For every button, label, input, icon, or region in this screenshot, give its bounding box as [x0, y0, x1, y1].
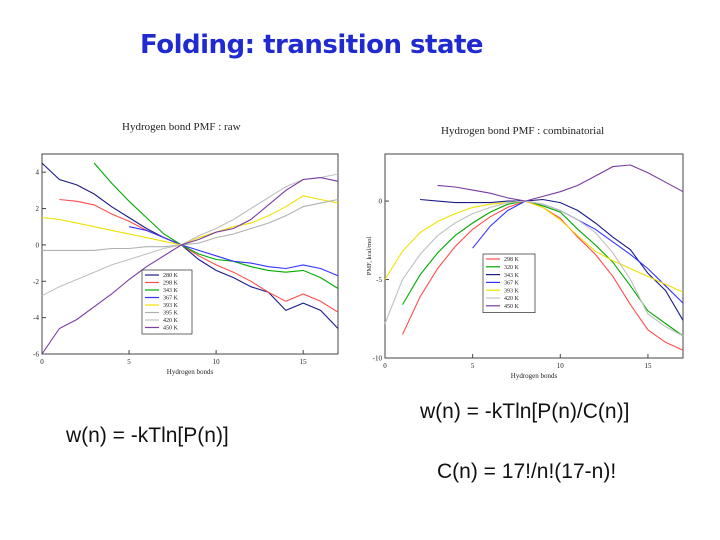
equation-combinatorial: w(n) = -kTln[P(n)/C(n)]: [420, 400, 630, 423]
y-tick-label: -10: [373, 355, 383, 363]
y-axis-label: PMF, kcal/mol: [366, 237, 373, 276]
series-line: [384, 200, 684, 293]
x-tick-label: 10: [557, 362, 565, 370]
x-tick-label: 15: [644, 362, 652, 370]
series-line: [93, 162, 339, 289]
chart-title: Hydrogen bond PMF : combinatorial: [441, 125, 604, 137]
x-axis-label: Hydrogen bonds: [511, 372, 558, 380]
legend-box: [141, 269, 193, 335]
legend-label: 343 K: [504, 273, 520, 279]
plot-frame: [384, 153, 684, 359]
legend-label: 393 K: [504, 288, 520, 294]
y-tick-label: 0: [379, 198, 383, 206]
y-tick-label: -2: [33, 278, 39, 286]
series-line: [41, 177, 339, 355]
series-line: [41, 195, 339, 246]
legend-label: 420 K: [163, 318, 179, 324]
legend-label: 450 K: [163, 326, 179, 332]
x-tick-label: 0: [40, 358, 44, 366]
legend-label: 420 K: [504, 296, 520, 302]
series-line: [384, 200, 684, 337]
legend-label: 395 K: [163, 311, 179, 317]
legend-label: 367 K: [163, 296, 179, 302]
chart-combinatorial: Hydrogen bond PMF : combinatorial 0 5 10 15 -…: [366, 125, 684, 380]
slide-title: Folding: transition state: [140, 30, 484, 60]
y-tick-label: -5: [376, 276, 382, 284]
series-line: [41, 173, 339, 297]
series-line: [41, 162, 339, 329]
legend-label: 450 K: [504, 304, 520, 310]
legend-label: 320 K: [504, 265, 520, 271]
x-tick-label: 5: [471, 362, 475, 370]
y-tick-label: 0: [36, 241, 40, 249]
plot-frame: [41, 153, 339, 355]
series-line: [42, 198, 339, 251]
x-tick-label: 5: [127, 358, 131, 366]
x-tick-label: 0: [383, 362, 387, 370]
legend-label: 298 K: [504, 257, 520, 263]
legend-label: 298 K: [163, 281, 179, 287]
series-line: [402, 200, 684, 337]
series-line: [402, 200, 684, 351]
y-tick-label: 4: [36, 169, 40, 177]
x-axis-label: Hydrogen bonds: [167, 368, 214, 376]
y-tick-label: -4: [33, 314, 39, 322]
series-line: [437, 164, 684, 202]
series-line: [420, 198, 684, 321]
x-tick-label: 15: [300, 358, 308, 366]
chart-title: Hydrogen bond PMF : raw: [122, 121, 241, 133]
chart-raw: Hydrogen bond PMF : raw 0 5 10 15 -6 -4 -2 0 2 4 Hy…: [33, 121, 339, 376]
series-line: [128, 226, 339, 277]
y-tick-label: -6: [33, 351, 39, 359]
legend-box: [482, 253, 536, 313]
legend-label: 280 K: [163, 273, 179, 279]
legend-label: 393 K: [163, 303, 179, 309]
legend-label: 367 K: [504, 281, 520, 287]
equation-combinations: C(n) = 17!/n!(17-n)!: [437, 460, 617, 483]
x-tick-label: 10: [213, 358, 221, 366]
legend-label: 343 K: [163, 288, 179, 294]
series-line: [59, 198, 339, 313]
equation-raw: w(n) = -kTln[P(n)]: [66, 424, 229, 447]
y-tick-label: 2: [36, 205, 40, 213]
